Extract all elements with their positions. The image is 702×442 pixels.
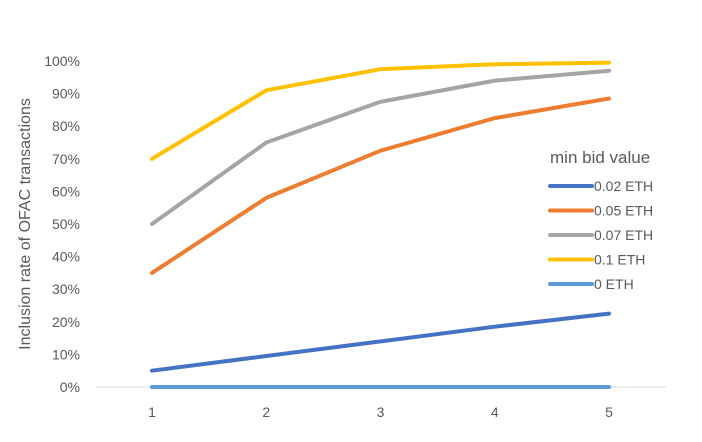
y-axis-title: Inclusion rate of OFAC transactions: [17, 98, 34, 350]
y-tick-label: 100%: [44, 53, 80, 69]
y-axis-ticks: 0% 10% 20% 30% 40% 50% 60% 70% 80% 90% 100%: [44, 53, 80, 395]
legend-label-0: 0.02 ETH: [594, 178, 653, 194]
legend-title: min bid value: [550, 148, 650, 167]
series-line-1: [150, 96, 611, 275]
y-tick-label: 10%: [52, 346, 80, 362]
x-tick-label: 1: [148, 404, 156, 420]
x-tick-label: 2: [262, 404, 270, 420]
legend-label-4: 0 ETH: [594, 276, 634, 292]
legend-label-3: 0.1 ETH: [594, 252, 645, 268]
y-tick-label: 90%: [52, 86, 80, 102]
series-line-2: [150, 68, 611, 226]
y-tick-label: 40%: [52, 249, 80, 265]
legend-items: 0.02 ETH 0.05 ETH 0.07 ETH 0.1 ETH 0 ETH: [548, 178, 653, 292]
y-tick-label: 30%: [52, 281, 80, 297]
x-tick-label: 3: [377, 404, 385, 420]
series-line-0: [150, 311, 611, 373]
legend-label-1: 0.05 ETH: [594, 203, 653, 219]
x-tick-label: 4: [491, 404, 499, 420]
series-line-3: [150, 60, 611, 161]
x-axis-ticks: 1 2 3 4 5: [148, 404, 613, 420]
x-tick-label: 5: [605, 404, 613, 420]
legend-label-2: 0.07 ETH: [594, 227, 653, 243]
y-tick-label: 20%: [52, 314, 80, 330]
y-tick-label: 60%: [52, 183, 80, 199]
series-lines: [150, 60, 611, 389]
y-tick-label: 70%: [52, 151, 80, 167]
y-axis-title-group: Inclusion rate of OFAC transactions: [17, 98, 34, 350]
y-tick-label: 50%: [52, 216, 80, 232]
y-tick-label: 80%: [52, 118, 80, 134]
y-tick-label: 0%: [60, 379, 80, 395]
